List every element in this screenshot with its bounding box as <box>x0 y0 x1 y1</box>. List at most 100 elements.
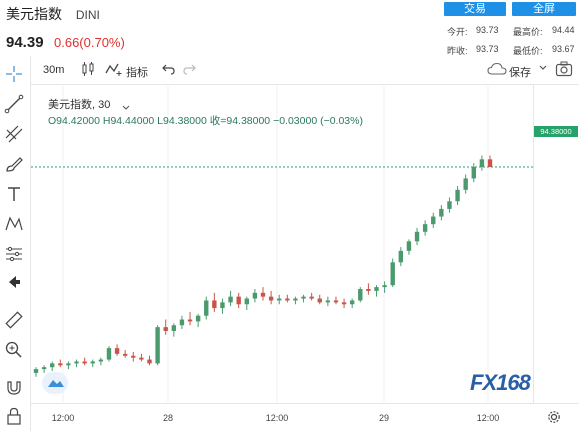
navigate-icon[interactable] <box>42 372 68 394</box>
candle-body <box>317 298 322 303</box>
x-tick-label: 12:00 <box>266 413 289 423</box>
candle-body <box>252 292 258 299</box>
candle-body <box>98 359 104 362</box>
price-axis[interactable] <box>533 85 579 403</box>
fullscreen-button[interactable]: 全屏 <box>512 2 576 16</box>
candle-body <box>195 315 201 322</box>
settings-gear-icon[interactable] <box>547 410 561 429</box>
candle-body <box>333 300 339 303</box>
candle-body <box>358 289 363 301</box>
candle-body <box>139 357 144 360</box>
save-button[interactable]: 保存 <box>509 67 531 79</box>
candle-body <box>260 292 266 297</box>
candle-body <box>220 302 225 309</box>
crosshair-icon[interactable] <box>4 64 24 84</box>
candle-body <box>147 359 152 364</box>
x-tick-label: 12:00 <box>52 413 75 423</box>
candle-body <box>171 325 177 331</box>
instrument-name: 美元指数 <box>6 6 62 22</box>
candle-body <box>187 319 193 322</box>
price-change: 0.66(0.70%) <box>54 35 125 50</box>
zoom-in-icon[interactable] <box>4 340 24 360</box>
chevron-down-icon[interactable] <box>538 63 548 76</box>
candle-body <box>398 250 404 263</box>
candle-body <box>131 355 136 358</box>
instrument-code: DINI <box>75 8 100 22</box>
measure-tool-icon[interactable] <box>4 244 24 264</box>
candle-body <box>155 327 160 364</box>
pattern-tool-icon[interactable] <box>4 214 24 234</box>
candle-body <box>228 296 233 303</box>
low-label: 最低价: <box>513 46 543 56</box>
candle-body <box>325 300 331 303</box>
candle-body <box>41 367 47 370</box>
candle-body <box>431 216 436 225</box>
trendline-icon[interactable] <box>4 94 24 114</box>
drawing-toolbar <box>0 56 31 431</box>
magnet-icon[interactable] <box>4 378 24 398</box>
candle-body <box>74 361 79 364</box>
candle-body <box>422 224 428 232</box>
indicators-button[interactable]: 指标 <box>126 67 148 79</box>
low-value: 93.67 <box>552 44 575 54</box>
fib-tool-icon[interactable] <box>4 124 24 144</box>
candle-body <box>390 262 395 286</box>
last-price: 94.39 <box>6 34 44 51</box>
candle-body <box>82 361 87 364</box>
candle-body <box>285 298 290 301</box>
candle-body <box>374 287 379 291</box>
cloud-icon[interactable] <box>487 61 507 80</box>
lock-drawings-icon[interactable] <box>4 406 24 426</box>
high-value: 94.44 <box>552 25 575 35</box>
candle-body <box>455 189 460 202</box>
high-label: 最高价: <box>513 27 543 37</box>
candle-body <box>301 296 306 299</box>
candle-body <box>293 298 298 301</box>
candle-body <box>447 201 452 209</box>
chart-legend-ohlc: O94.42000 H94.44000 L94.38000 收=94.38000… <box>48 115 363 127</box>
watermark-logo: FX168 <box>470 370 531 395</box>
candle-body <box>366 289 371 291</box>
undo-icon[interactable] <box>162 62 176 79</box>
candle-body <box>309 296 314 299</box>
candle-body <box>114 348 120 354</box>
candle-body <box>212 300 217 309</box>
candle-body <box>236 296 241 305</box>
back-arrow-icon[interactable] <box>4 272 24 292</box>
redo-icon[interactable] <box>182 62 196 79</box>
candle-body <box>414 231 420 242</box>
interval-selector[interactable]: 30m <box>43 64 65 76</box>
candle-body <box>268 296 274 301</box>
screenshot-icon[interactable] <box>555 60 573 81</box>
candle-body <box>33 369 39 373</box>
open-label: 今开: <box>447 27 468 37</box>
ruler-icon[interactable] <box>4 310 24 330</box>
brush-icon[interactable] <box>4 154 24 174</box>
x-tick-label: 12:00 <box>477 413 500 423</box>
candle-body <box>277 298 282 301</box>
trade-button[interactable]: 交易 <box>444 2 506 16</box>
candle-body <box>106 348 112 360</box>
candle-body <box>163 327 168 331</box>
legend-chevron-icon[interactable] <box>122 99 130 117</box>
candle-type-icon[interactable] <box>80 61 96 80</box>
time-axis[interactable] <box>31 403 579 432</box>
candle-body <box>50 363 55 368</box>
chart-legend-symbol: 美元指数, 30 <box>48 99 111 111</box>
candle-body <box>487 159 493 167</box>
candle-body <box>471 166 476 179</box>
text-tool-icon[interactable] <box>4 184 24 204</box>
indicators-icon[interactable] <box>105 61 123 80</box>
candle-body <box>382 285 387 288</box>
candle-body <box>179 319 185 326</box>
chart-toolbar: 30m 指标 保存 <box>30 56 579 85</box>
candle-body <box>406 241 412 251</box>
candle-body <box>439 208 444 217</box>
candle-body <box>204 300 209 316</box>
candle-body <box>244 298 249 305</box>
candle-body <box>349 300 355 305</box>
candle-body <box>66 363 71 366</box>
instrument-title: 美元指数 DINI <box>6 4 100 24</box>
x-tick-label: 29 <box>379 413 389 423</box>
